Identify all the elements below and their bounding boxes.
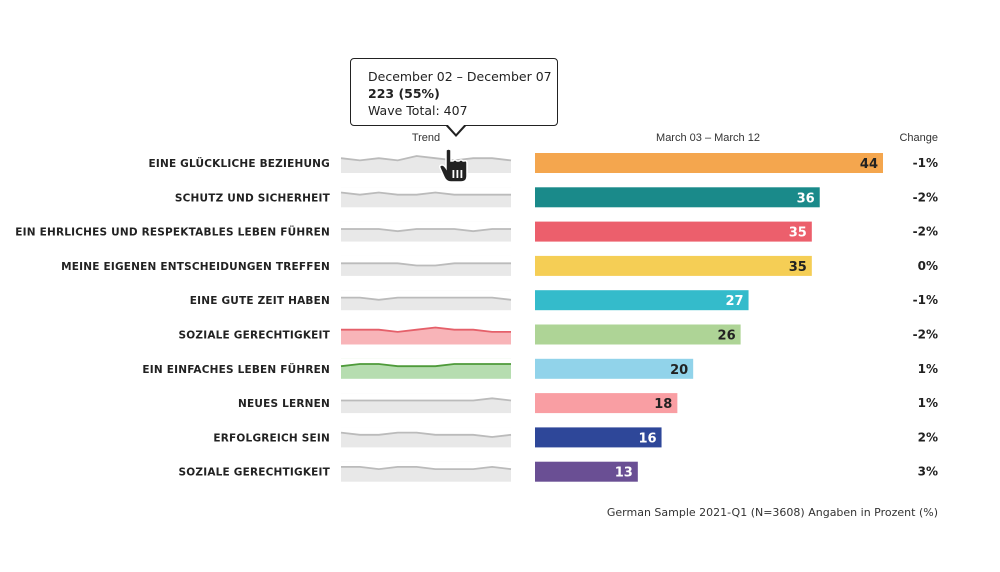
bar[interactable] <box>535 153 883 173</box>
trend-line <box>340 431 512 438</box>
category-label: MEINE EIGENEN ENTSCHEIDUNGEN TREFFEN <box>61 261 330 273</box>
bar-value-label: 16 <box>638 431 656 446</box>
trend-line <box>341 397 512 402</box>
bar-value-label: 44 <box>860 157 878 172</box>
tooltip-arrow-fill <box>447 124 465 134</box>
bar[interactable] <box>535 187 820 208</box>
change-label: 2% <box>918 430 938 444</box>
category-label: SOZIALE GERECHTIGKEIT <box>179 330 331 342</box>
bar[interactable] <box>535 358 694 379</box>
trend-line <box>341 262 511 267</box>
change-label: -2% <box>913 190 938 204</box>
bar-value-label: 26 <box>718 329 736 344</box>
trend-line <box>341 326 511 333</box>
change-header: Change <box>899 132 938 144</box>
footer-note: German Sample 2021-Q1 (N=3608) Angaben i… <box>607 506 938 519</box>
bar-value-label: 35 <box>789 226 807 241</box>
chart-rows: EINE GLÜCKLICHE BEZIEHUNG 44 -1% SCHUTZ UND… <box>15 153 938 482</box>
bar[interactable] <box>535 393 678 414</box>
bar-value-label: 36 <box>797 191 815 206</box>
bar[interactable] <box>535 290 749 311</box>
category-label: EIN EHRLICHES UND RESPEKTABLES LEBEN FÜH… <box>15 225 330 239</box>
bar-value-label: 27 <box>725 294 743 309</box>
change-label: -1% <box>913 293 938 307</box>
change-label: -1% <box>913 156 938 170</box>
tooltip-date-range: December 02 – December 07 <box>368 69 552 84</box>
trend-line <box>341 465 512 471</box>
trend-line <box>340 363 511 368</box>
bar-value-label: 13 <box>615 466 633 481</box>
bar[interactable] <box>535 427 662 448</box>
tooltip-value: 223 (55%) <box>368 86 440 101</box>
bar[interactable] <box>535 324 741 345</box>
change-label: 1% <box>918 396 938 410</box>
category-label: ERFOLGREICH SEIN <box>213 432 330 444</box>
tooltip-wave-total: Wave Total: 407 <box>368 103 468 118</box>
trend-header: Trend <box>412 132 440 144</box>
trend-tooltip: December 02 – December 07 223 (55%) Wave… <box>350 58 558 126</box>
trend-line <box>341 296 512 301</box>
bar[interactable] <box>535 255 812 276</box>
category-label: EINE GLÜCKLICHE BEZIEHUNG <box>148 156 330 170</box>
category-label: SCHUTZ UND SICHERHEIT <box>175 192 331 204</box>
change-label: -2% <box>913 225 938 239</box>
bar-value-label: 35 <box>789 260 807 275</box>
change-label: 3% <box>918 465 938 479</box>
trend-line <box>341 228 511 233</box>
trend-line <box>340 191 511 196</box>
trend-mask <box>341 393 511 401</box>
trend-line <box>340 155 512 162</box>
bar[interactable] <box>535 221 812 242</box>
hand-pointer-icon <box>439 148 468 183</box>
category-label: EINE GUTE ZEIT HABEN <box>190 295 330 307</box>
bar[interactable] <box>535 461 638 482</box>
category-label: NEUES LERNEN <box>238 398 330 410</box>
change-label: -2% <box>913 328 938 342</box>
category-label: SOZIALE GERECHTIGKEIT <box>179 467 331 479</box>
period-header: March 03 – March 12 <box>656 132 760 144</box>
change-label: 0% <box>918 259 938 273</box>
bar-value-label: 18 <box>654 397 672 412</box>
change-label: 1% <box>918 362 938 376</box>
trend-mask <box>341 461 511 470</box>
category-label: EIN EINFACHES LEBEN FÜHREN <box>142 362 330 376</box>
bar-value-label: 20 <box>670 363 688 378</box>
